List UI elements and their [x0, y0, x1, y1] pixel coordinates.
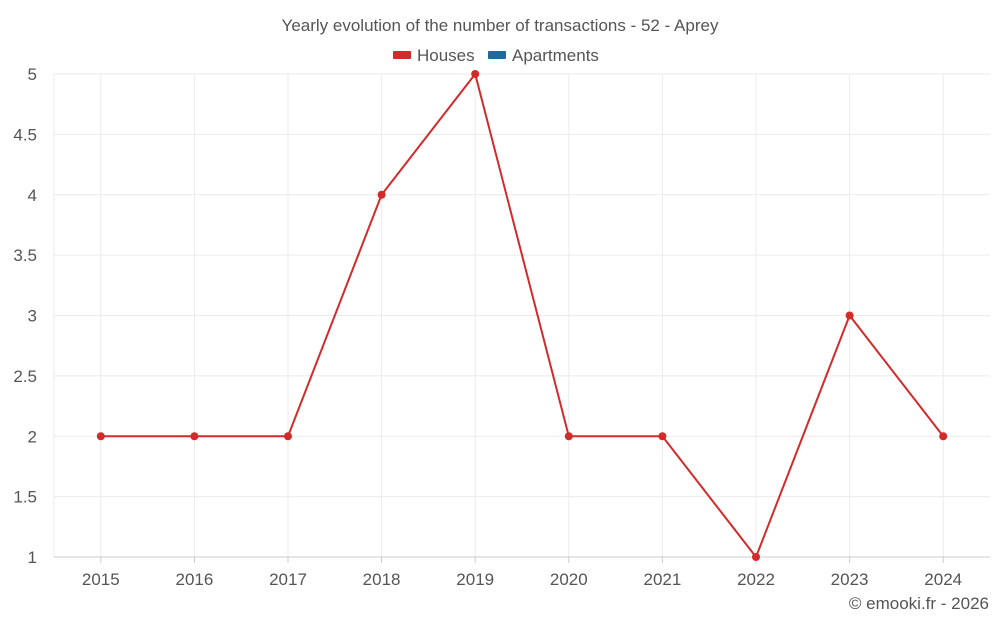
x-tick-label: 2024	[924, 570, 962, 589]
y-tick-label: 5	[28, 65, 37, 84]
series	[96, 70, 948, 561]
data-point[interactable]	[752, 553, 760, 561]
x-tick-label: 2022	[737, 570, 775, 589]
legend-label-apartments: Apartments	[512, 46, 599, 65]
x-tick-label: 2016	[175, 570, 213, 589]
x-tick-label: 2015	[82, 570, 120, 589]
x-tick-label: 2021	[643, 570, 681, 589]
x-tick-label: 2023	[831, 570, 869, 589]
y-tick-label: 3	[28, 307, 37, 326]
y-tick-label: 1	[28, 548, 37, 567]
y-tick-label: 3.5	[13, 246, 37, 265]
x-tick-label: 2018	[363, 570, 401, 589]
data-point[interactable]	[96, 432, 105, 441]
data-point[interactable]	[284, 432, 292, 441]
data-point[interactable]	[845, 311, 854, 320]
data-point[interactable]	[471, 70, 480, 78]
legend-label-houses: Houses	[417, 46, 475, 65]
y-tick-label: 1.5	[13, 488, 37, 507]
x-tick-label: 2020	[550, 570, 588, 589]
data-point[interactable]	[939, 432, 948, 441]
legend-item-houses[interactable]: Houses	[393, 46, 475, 65]
y-tick-label: 4	[28, 186, 37, 205]
x-tick-label: 2019	[456, 570, 494, 589]
data-point[interactable]	[564, 432, 573, 441]
legend: Houses Apartments	[393, 46, 599, 65]
y-tick-label: 4.5	[13, 125, 37, 144]
data-point[interactable]	[658, 432, 667, 441]
y-tick-label: 2.5	[13, 367, 37, 386]
data-point[interactable]	[190, 432, 199, 441]
x-tick-label: 2017	[269, 570, 307, 589]
axes: 1 1.5 2 2.5 3 3.5 4 4.5 5 2015 2016 2017 2018 2019 202…	[13, 65, 990, 589]
legend-item-apartments[interactable]: Apartments	[488, 46, 599, 65]
y-tick-label: 2	[28, 427, 37, 446]
credit-text: © emooki.fr - 2026	[849, 594, 989, 613]
data-point[interactable]	[377, 190, 386, 199]
legend-swatch-houses	[393, 51, 411, 59]
legend-swatch-apartments	[488, 51, 506, 59]
chart-title: Yearly evolution of the number of transa…	[282, 16, 719, 35]
series-line-houses	[100, 73, 944, 558]
